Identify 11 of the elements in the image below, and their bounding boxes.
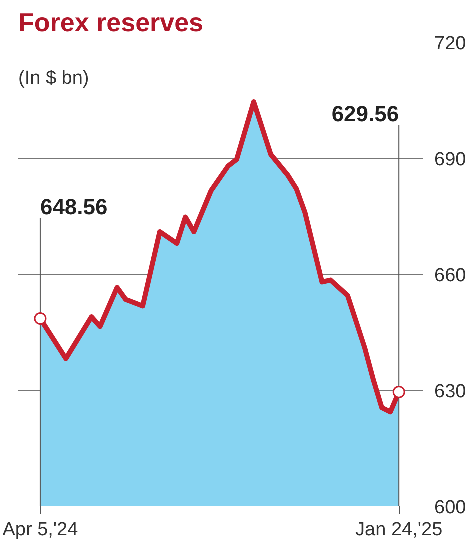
- y-tick-label: 600: [434, 498, 466, 518]
- y-tick-label: 630: [434, 382, 466, 402]
- y-tick-label: 660: [434, 266, 466, 286]
- x-tick-label: Jan 24,'25: [356, 520, 443, 540]
- x-tick-label: Apr 5,'24: [2, 520, 79, 540]
- y-tick-label: 690: [434, 150, 466, 170]
- ref-line-label: 648.56: [40, 194, 108, 220]
- ref-line-label: 629.56: [332, 102, 400, 127]
- chart-title: Forex reserves: [18, 8, 204, 38]
- y-axis-title: (In $ bn): [18, 68, 90, 89]
- y-tick-label: 720: [434, 34, 466, 54]
